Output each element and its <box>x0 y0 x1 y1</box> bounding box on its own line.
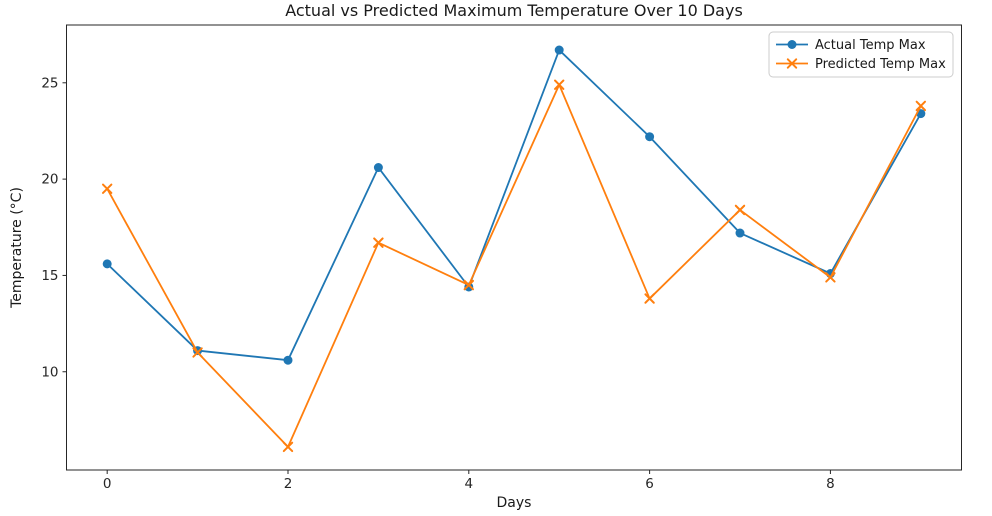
chart-title: Actual vs Predicted Maximum Temperature … <box>285 1 743 20</box>
plot-area: 0 2 4 6 8 10 15 20 25 Actual Temp Max Predicted Te… <box>41 24 962 492</box>
data-point-series-0 <box>645 132 655 142</box>
y-tick-label: 20 <box>41 172 58 188</box>
y-tick-label: 15 <box>41 268 58 284</box>
y-tick-label: 25 <box>41 75 58 91</box>
data-point-series-1 <box>554 79 565 90</box>
series-line-0 <box>106 49 922 362</box>
data-point-series-1 <box>644 293 655 304</box>
data-point-series-0 <box>554 45 564 55</box>
y-axis-label: Temperature (°C) <box>9 187 25 309</box>
data-point-series-1 <box>101 183 113 194</box>
legend-box <box>768 31 954 78</box>
x-tick-label: 0 <box>103 476 112 492</box>
x-tick-label: 4 <box>465 476 474 492</box>
data-point-series-1 <box>825 272 836 283</box>
legend-sample-marker-0 <box>787 40 797 49</box>
data-point-series-0 <box>102 259 112 269</box>
legend-label-1: Predicted Temp Max <box>815 57 946 72</box>
data-point-series-1 <box>192 347 203 358</box>
data-point-series-1 <box>915 100 927 112</box>
axes-spines <box>66 24 962 471</box>
data-point-series-0 <box>373 163 383 173</box>
y-tick-label: 10 <box>41 364 58 380</box>
series-line-1 <box>106 83 922 448</box>
data-point-series-1 <box>734 204 746 216</box>
data-point-series-1 <box>282 441 294 453</box>
x-tick-label: 8 <box>826 476 835 492</box>
legend-sample-marker-1 <box>786 58 798 69</box>
x-tick-label: 6 <box>645 476 654 492</box>
data-point-series-0 <box>283 355 293 365</box>
legend-label-0: Actual Temp Max <box>815 38 926 53</box>
data-point-series-0 <box>735 228 745 238</box>
x-tick-label: 2 <box>284 476 293 492</box>
data-point-series-1 <box>463 279 474 291</box>
x-axis-label: Days <box>497 495 532 511</box>
data-point-series-1 <box>373 237 384 248</box>
